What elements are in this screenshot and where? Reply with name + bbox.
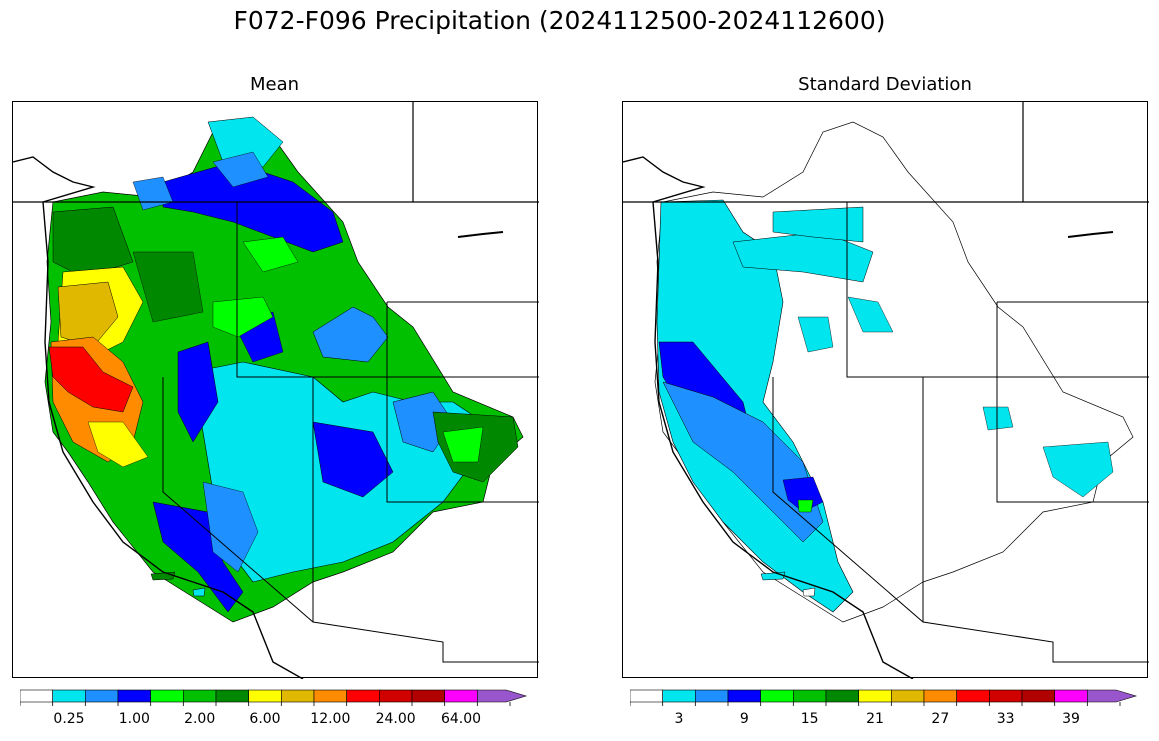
stddev-panel-title: Standard Deviation [798,74,972,95]
colorbar-swatch [629,689,663,703]
colorbar-swatch [411,689,445,703]
colorbar-tick-label: 2.00 [184,711,216,727]
colorbar-swatch [477,689,528,703]
colorbar-tick-label: 12.00 [310,711,351,727]
stddev-map-graphic [623,102,1149,679]
colorbar-tick-label: 33 [996,711,1015,727]
colorbar-swatch [52,689,86,703]
colorbar-swatch [695,689,729,703]
colorbar-swatch [793,689,827,703]
mean-panel-title: Mean [249,74,300,95]
colorbar-tick-label: 9 [739,711,749,727]
colorbar-swatch [346,689,380,703]
colorbar-swatch [858,689,892,703]
mean-colorbar-graphic [19,689,528,706]
colorbar-tick-label: 27 [931,711,950,727]
colorbar-swatch [891,689,925,703]
colorbar-swatch [1087,689,1138,703]
stddev-map[interactable] [622,101,1149,679]
figure-title: F072-F096 Precipitation (2024112500-2024… [233,6,886,35]
colorbar-tick-label: 6.00 [249,711,281,727]
colorbar-swatch [662,689,696,703]
colorbar-swatch [19,689,53,703]
colorbar-tick-label: 0.25 [53,711,85,727]
colorbar-swatch [117,689,151,703]
colorbar-swatch [215,689,249,703]
colorbar-tick-label: 21 [866,711,884,727]
stddev-colorbar-graphic [629,689,1138,706]
mean-map[interactable] [12,101,539,679]
stddev-colorbar: 3 9 15 21 27 33 39 [629,689,1140,741]
colorbar-swatch [1021,689,1055,703]
colorbar-swatch [313,689,347,703]
colorbar-swatch [444,689,478,703]
colorbar-tick-label: 3 [674,711,684,727]
colorbar-swatch [183,689,217,703]
colorbar-tick-label: 15 [800,711,819,727]
colorbar-swatch [150,689,184,703]
colorbar-swatch [248,689,282,703]
colorbar-swatch [85,689,119,703]
colorbar-swatch [989,689,1023,703]
colorbar-swatch [923,689,957,703]
colorbar-swatch [281,689,315,703]
colorbar-tick-label: 64.00 [440,711,482,727]
colorbar-tick-label: 1.00 [118,711,150,727]
colorbar-swatch [1054,689,1088,703]
mean-map-graphic [13,102,539,679]
colorbar-swatch [379,689,413,703]
colorbar-swatch [727,689,761,703]
colorbar-tick-label: 39 [1062,711,1080,727]
colorbar-tick-label: 24.00 [375,711,416,727]
colorbar-swatch [956,689,990,703]
colorbar-swatch [760,689,794,703]
colorbar-swatch [825,689,859,703]
mean-colorbar: 0.25 1.00 2.00 6.00 12.00 24.00 64.00 [19,689,530,741]
